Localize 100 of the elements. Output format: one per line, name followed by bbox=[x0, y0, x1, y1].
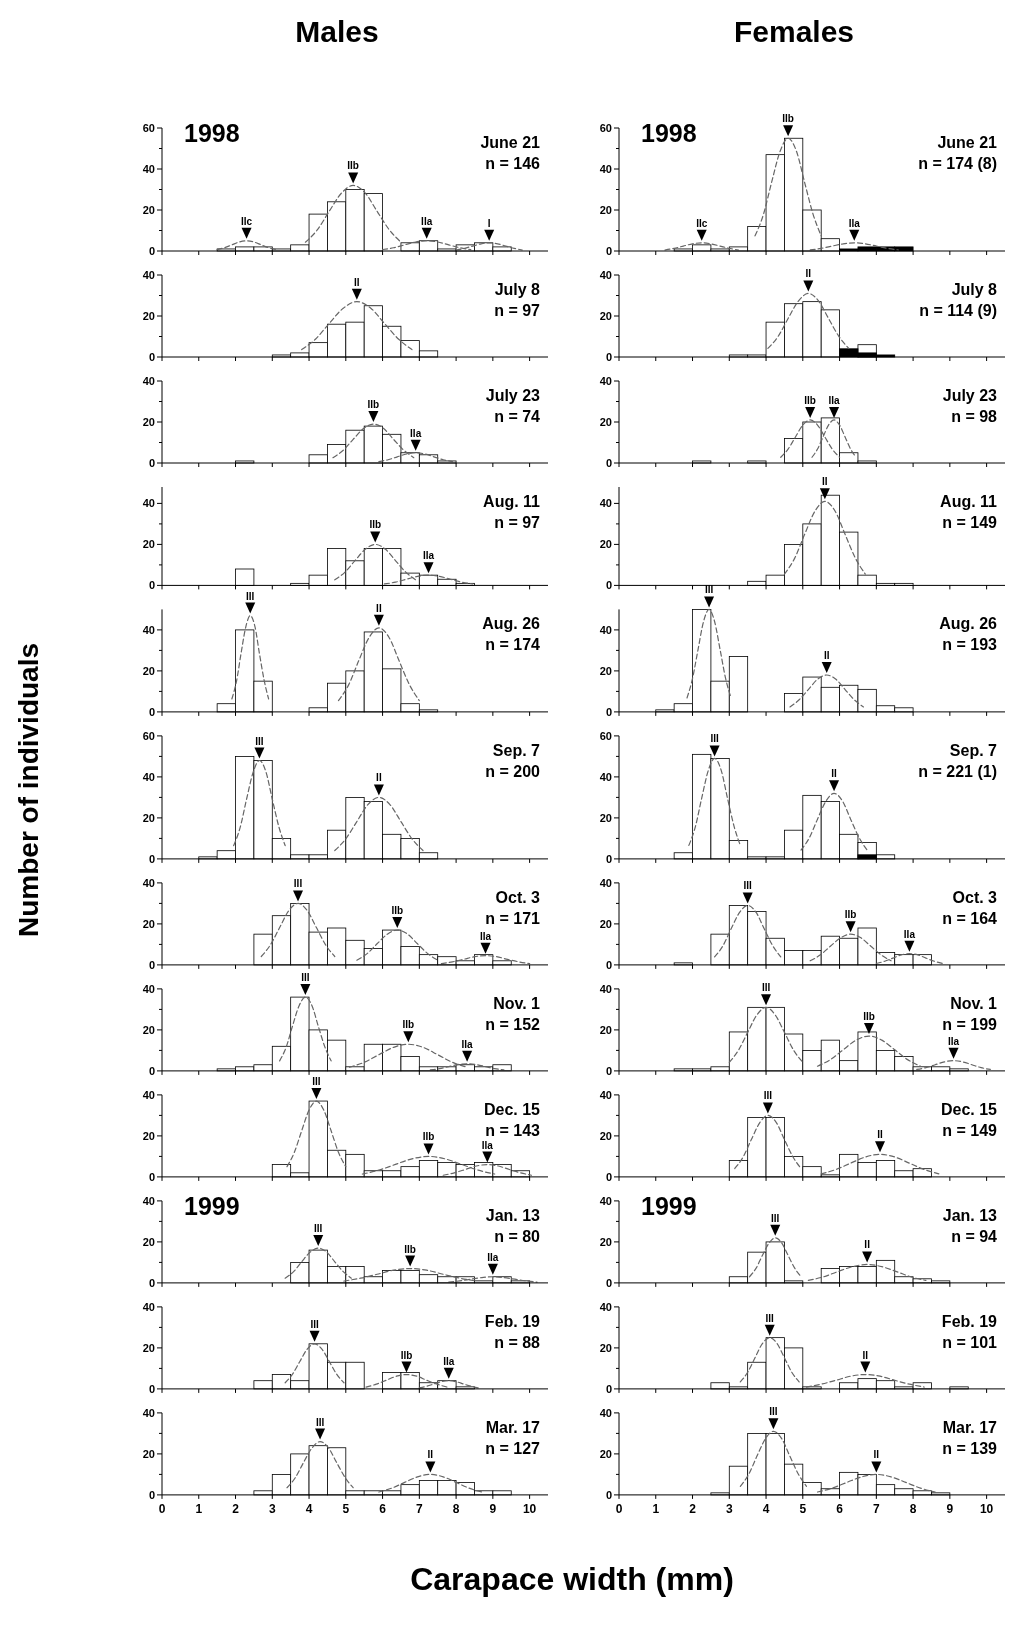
y-tick-label: 0 bbox=[605, 852, 612, 865]
annotation: Jan. 13 bbox=[942, 1206, 998, 1224]
y-tick-label: 40 bbox=[142, 1406, 155, 1419]
annotation: II bbox=[877, 1129, 884, 1141]
annotation: Aug. 11 bbox=[940, 493, 998, 510]
y-tick-label: 40 bbox=[599, 1194, 612, 1207]
chart-title: Females bbox=[733, 15, 855, 48]
annotation: IIb bbox=[367, 399, 380, 411]
y-tick-label: 20 bbox=[599, 664, 612, 677]
annotation: Aug. 26 bbox=[939, 615, 998, 633]
x-tick-label: 0 bbox=[615, 1501, 623, 1516]
y-tick-label: 20 bbox=[142, 1023, 155, 1036]
annotation: July 23 bbox=[942, 387, 998, 404]
y-tick-label: 60 bbox=[599, 122, 612, 134]
annotation: III bbox=[293, 878, 303, 890]
x-tick-label: 5 bbox=[342, 1501, 350, 1516]
annotation: IIa bbox=[903, 928, 916, 940]
annotation: III bbox=[246, 590, 255, 602]
annotation: IIa bbox=[422, 550, 435, 562]
y-tick-label: 20 bbox=[599, 1341, 612, 1354]
annotation: IIb bbox=[347, 160, 359, 172]
y-tick-label: 40 bbox=[142, 163, 155, 175]
y-tick-label: 20 bbox=[142, 310, 155, 322]
y-tick-label: 0 bbox=[605, 1488, 612, 1501]
annotation: IIa bbox=[828, 394, 841, 406]
y-tick-label: 0 bbox=[148, 1170, 155, 1183]
y-tick-label: 40 bbox=[599, 269, 612, 281]
annotation: Aug. 26 bbox=[482, 615, 541, 633]
annotation: n = 152 bbox=[485, 1015, 541, 1033]
y-tick-label: 20 bbox=[142, 204, 155, 216]
annotation: July 8 bbox=[494, 281, 541, 298]
y-tick-label: 20 bbox=[142, 917, 155, 930]
annotation: July 8 bbox=[951, 281, 998, 298]
y-tick-label: 40 bbox=[599, 982, 612, 995]
annotation: IIc bbox=[696, 217, 708, 229]
annotation: Nov. 1 bbox=[493, 994, 541, 1012]
annotation: n = 139 bbox=[942, 1439, 998, 1457]
annotation: II bbox=[873, 1449, 880, 1461]
y-tick-label: 0 bbox=[148, 351, 155, 363]
annotation: n = 97 bbox=[494, 514, 541, 531]
y-tick-label: 40 bbox=[142, 497, 155, 510]
annotation: III bbox=[310, 1318, 319, 1330]
annotation: n = 149 bbox=[942, 514, 998, 531]
annotation: IIa bbox=[479, 930, 492, 942]
y-tick-label: 0 bbox=[605, 245, 612, 257]
annotation: n = 101 bbox=[942, 1333, 998, 1351]
annotation: IIb bbox=[782, 113, 794, 125]
annotation: III bbox=[761, 982, 771, 994]
x-tick-label: 1 bbox=[195, 1501, 203, 1516]
y-tick-label: 0 bbox=[148, 1064, 155, 1077]
y-tick-label: 0 bbox=[148, 245, 155, 257]
annotation: n = 164 bbox=[942, 909, 998, 927]
annotation: IIa bbox=[487, 1251, 499, 1263]
y-tick-label: 0 bbox=[605, 1170, 612, 1183]
annotation: II bbox=[823, 650, 830, 661]
chart-subtitle: 1999 bbox=[641, 1191, 697, 1220]
y-tick-label: 0 bbox=[148, 705, 155, 718]
annotation: IIa bbox=[461, 1038, 474, 1050]
annotation: IIb bbox=[863, 1011, 875, 1023]
y-tick-label: 0 bbox=[605, 1382, 612, 1395]
annotation: n = 143 bbox=[485, 1121, 541, 1139]
x-tick-label: 3 bbox=[725, 1501, 733, 1516]
annotation: II bbox=[805, 268, 812, 280]
x-axis-title: Carapace width (mm) bbox=[410, 1561, 734, 1597]
x-tick-label: 10 bbox=[522, 1501, 537, 1516]
annotation: III bbox=[301, 972, 310, 984]
y-tick-label: 40 bbox=[142, 876, 155, 889]
y-tick-label: 40 bbox=[142, 1300, 155, 1313]
annotation: n = 193 bbox=[942, 636, 998, 654]
chart-title: Males bbox=[295, 15, 379, 48]
y-tick-label: 40 bbox=[599, 1088, 612, 1101]
y-tick-label: 40 bbox=[599, 1300, 612, 1313]
annotation: Feb. 19 bbox=[484, 1312, 541, 1330]
y-tick-label: 20 bbox=[142, 811, 155, 824]
annotation: IIb bbox=[369, 519, 382, 531]
y-tick-label: 40 bbox=[599, 1406, 612, 1419]
annotation: IIa bbox=[410, 427, 422, 439]
y-tick-label: 40 bbox=[142, 770, 155, 783]
annotation: III bbox=[769, 1406, 778, 1418]
y-tick-label: 0 bbox=[148, 1488, 155, 1501]
y-tick-label: 20 bbox=[599, 1023, 612, 1036]
y-tick-label: 40 bbox=[599, 375, 612, 387]
y-tick-label: 20 bbox=[599, 416, 612, 428]
annotation: IIb bbox=[422, 1131, 435, 1143]
y-tick-label: 20 bbox=[142, 664, 155, 677]
y-tick-label: 0 bbox=[605, 1276, 612, 1289]
annotation: n = 174 bbox=[485, 636, 541, 654]
annotation: n = 174 (8) bbox=[918, 155, 997, 172]
annotation: n = 149 bbox=[942, 1121, 998, 1139]
y-tick-label: 20 bbox=[142, 416, 155, 428]
annotation: II bbox=[376, 602, 382, 614]
x-tick-label: 2 bbox=[232, 1501, 240, 1516]
annotation: Oct. 3 bbox=[495, 888, 541, 906]
y-tick-label: 0 bbox=[605, 1064, 612, 1077]
annotation: IIa bbox=[848, 217, 861, 229]
annotation: n = 199 bbox=[942, 1015, 998, 1033]
x-tick-label: 0 bbox=[158, 1501, 166, 1516]
y-tick-label: 20 bbox=[599, 811, 612, 824]
annotation: Jan. 13 bbox=[485, 1206, 541, 1224]
annotation: Dec. 15 bbox=[940, 1100, 998, 1118]
